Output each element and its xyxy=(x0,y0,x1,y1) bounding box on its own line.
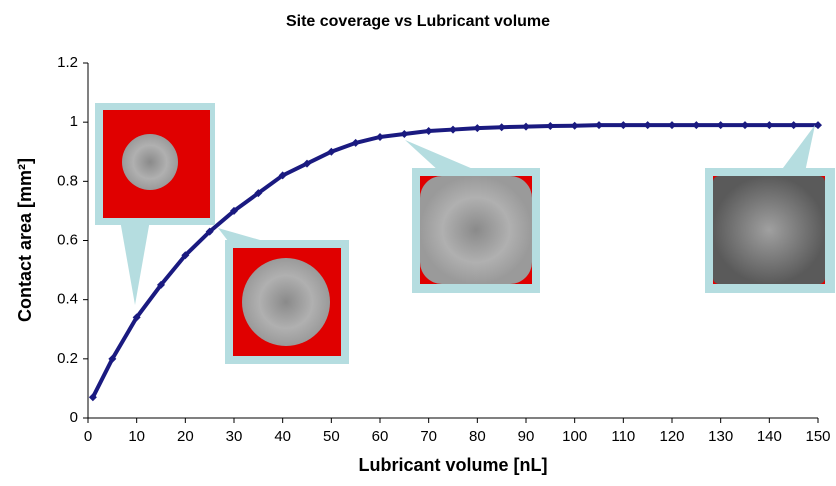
data-point xyxy=(473,124,482,133)
y-tick-label: 0.6 xyxy=(57,231,78,248)
callout xyxy=(780,125,815,172)
data-point xyxy=(181,251,190,260)
data-point xyxy=(132,313,141,322)
callout xyxy=(405,140,480,172)
x-tick-label: 60 xyxy=(372,428,389,445)
x-tick-label: 10 xyxy=(128,428,145,445)
data-point xyxy=(668,121,676,130)
x-tick-label: 100 xyxy=(562,428,587,445)
data-point xyxy=(205,227,214,236)
data-point xyxy=(716,121,725,130)
callout xyxy=(218,228,260,250)
x-tick-label: 80 xyxy=(469,428,486,445)
data-point xyxy=(595,121,603,130)
y-tick-label: 1 xyxy=(70,113,78,130)
x-tick-label: 110 xyxy=(611,428,635,445)
data-point xyxy=(230,206,238,215)
data-point xyxy=(814,121,822,130)
inset-drop xyxy=(420,176,532,284)
x-axis-label: Lubricant volume [nL] xyxy=(359,455,548,475)
x-tick-label: 0 xyxy=(84,428,92,445)
inset-drop xyxy=(122,134,178,190)
inset-drop xyxy=(713,176,825,284)
y-tick-label: 0 xyxy=(70,409,78,426)
x-tick-label: 150 xyxy=(805,428,830,445)
data-point xyxy=(327,147,336,156)
data-point xyxy=(278,171,287,180)
data-point xyxy=(157,280,165,289)
insets xyxy=(95,103,835,364)
data-point xyxy=(643,121,652,130)
x-tick-label: 50 xyxy=(323,428,340,445)
x-tick-label: 120 xyxy=(659,428,684,445)
y-tick-label: 0.8 xyxy=(57,172,78,189)
data-point xyxy=(765,121,774,130)
data-point xyxy=(424,127,433,136)
x-tick-label: 70 xyxy=(420,428,437,445)
data-point xyxy=(376,132,384,141)
x-tick-label: 30 xyxy=(226,428,243,445)
data-point xyxy=(789,121,798,130)
inset-drop xyxy=(242,258,330,346)
chart-title: Site coverage vs Lubricant volume xyxy=(286,13,550,30)
x-tick-label: 20 xyxy=(177,428,194,445)
data-point xyxy=(497,123,506,132)
data-point xyxy=(741,121,749,130)
y-axis-label: Contact area [mm²] xyxy=(15,158,35,322)
data-point xyxy=(88,393,97,402)
data-point xyxy=(570,121,579,130)
axes: 0 0.2 0.4 0.6 0.8 1 1.2 0 10 20 30 40 50 60 70 80 90 100 1… xyxy=(57,54,830,445)
data-point xyxy=(449,125,457,134)
y-tick-label: 0.4 xyxy=(57,291,78,308)
plot xyxy=(88,121,822,402)
data-point xyxy=(546,122,555,131)
x-tick-label: 40 xyxy=(274,428,291,445)
data-point xyxy=(108,354,117,363)
data-point xyxy=(400,130,409,138)
data-point xyxy=(303,159,311,168)
data-point xyxy=(619,121,628,130)
data-point xyxy=(522,122,530,131)
x-tick-label: 90 xyxy=(518,428,535,445)
y-tick-label: 1.2 xyxy=(57,54,78,71)
x-tick-label: 130 xyxy=(708,428,733,445)
x-tick-label: 140 xyxy=(757,428,782,445)
data-point xyxy=(351,138,360,147)
y-tick-label: 0.2 xyxy=(57,350,78,367)
callout xyxy=(120,220,150,305)
data-point xyxy=(692,121,701,130)
data-point xyxy=(254,189,263,198)
